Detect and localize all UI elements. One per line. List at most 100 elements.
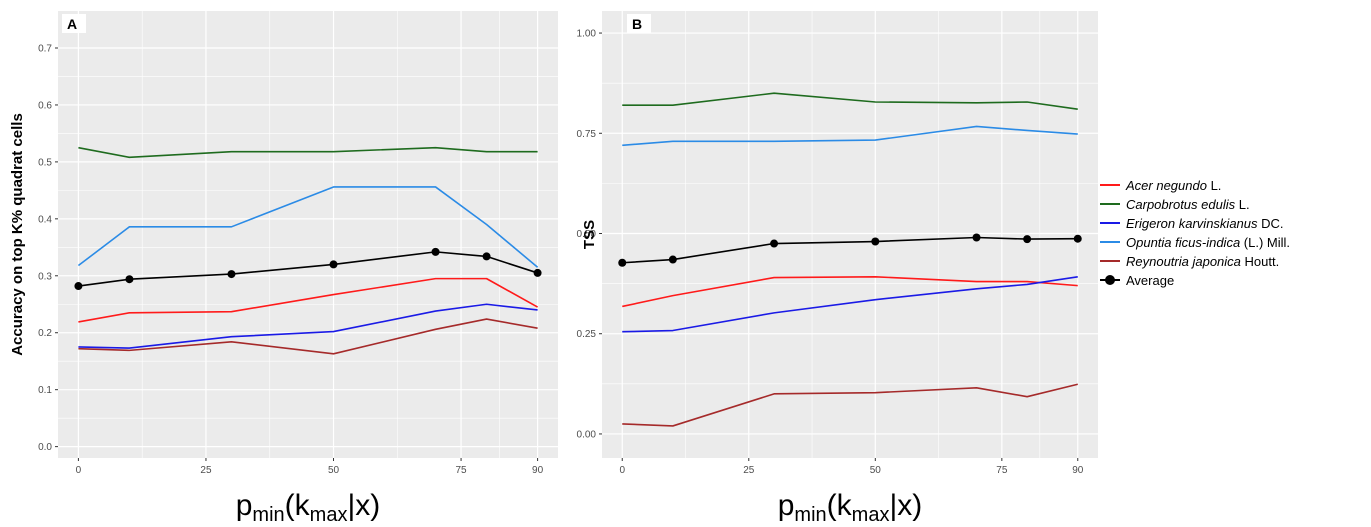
x-tick-label: 75 [455,465,467,476]
plot-area-background [602,11,1098,458]
legend-label-rest: L. [1235,197,1250,212]
legend-label-italic: Carpobrotus edulis [1126,197,1236,212]
legend-key [1099,233,1121,252]
x-axis-title-sub-min: min [252,504,284,526]
y-tick-label: 0.7 [38,44,52,55]
series-line-opuntia-ficus-indica-l-mill [77,186,539,268]
legend-key [1099,176,1121,195]
legend: Acer negundo L. Carpobrotus edulis L. Er… [1099,176,1369,290]
legend-key [1099,214,1121,233]
series-line-erigeron-karvinskianus-dc [622,276,1078,333]
x-axis-title-mid: (k [285,489,311,522]
legend-key [1099,271,1121,290]
data-point-average [482,252,491,261]
x-axis-title-mid: (k [827,489,853,522]
x-axis-title-end: |x) [889,489,922,522]
series-line-reynoutria-japonica-houtt [78,318,538,355]
x-tick-label: 25 [200,465,212,476]
series-line-carpobrotus-edulis-l [622,92,1078,111]
y-tick-label: 0.6 [38,100,52,111]
legend-item-average: Average [1099,271,1369,290]
panel-tag-label: B [632,16,642,32]
x-tick-label: 90 [1072,465,1084,476]
data-point-average [533,268,542,277]
legend-label: Reynoutria japonica Houtt. [1126,254,1279,269]
x-axis-title-base: p [778,489,795,522]
legend-label: Average [1126,273,1174,288]
x-tick-label: 50 [870,465,882,476]
legend-label-rest: L. [1206,178,1222,193]
panel-b: 0.00 0.25 0.50 0.75 1.00 0 25 50 75 90 B TSS pmin… [577,11,1098,526]
x-tick-label: 90 [532,465,544,476]
data-point-average [668,255,677,264]
data-point-average [227,270,236,279]
data-point-average [1073,234,1082,243]
panel-tag-background [627,14,651,33]
tick-labels: 0.00 0.25 0.50 0.75 1.00 0 25 50 75 90 [577,29,1084,476]
series-line-acer-negundo-l [78,277,538,323]
x-tick-label: 25 [743,465,755,476]
y-tick-label: 0.4 [38,214,52,225]
series-group [74,146,542,355]
legend-item-acer-negundo: Acer negundo L. [1099,176,1369,195]
legend-label-rest: DC. [1257,216,1284,231]
series-line-reynoutria-japonica-houtt [622,383,1078,427]
legend-line [1100,260,1120,262]
data-point-average [1023,235,1032,244]
data-point-average [770,239,779,248]
tick-labels: 0.0 0.1 0.2 0.3 0.4 0.5 0.6 0.7 0 25 50 75 90 [38,44,543,476]
legend-label-rest: (L.) Mill. [1240,235,1291,250]
panel-a: 0.0 0.1 0.2 0.3 0.4 0.5 0.6 0.7 0 25 50 75 90 A Accu… [9,11,558,526]
y-axis-title: TSS [581,220,598,249]
x-tick-label: 0 [76,465,82,476]
x-tick-label: 0 [619,465,625,476]
legend-label-rest: Houtt. [1240,254,1280,269]
legend-line [1100,203,1120,205]
y-axis-title: Accuracy on top K% quadrat cells [9,113,26,356]
legend-line [1100,184,1120,186]
y-tick-label: 0.3 [38,271,52,282]
legend-line [1100,241,1120,243]
y-tick-label: 0.5 [38,157,52,168]
y-tick-label: 0.0 [38,442,52,453]
y-tick-label: 0.1 [38,385,52,396]
data-point-average [972,233,981,242]
legend-label-italic: Erigeron karvinskianus [1126,216,1258,231]
legend-label: Acer negundo L. [1126,178,1221,193]
legend-label-italic: Acer negundo [1126,178,1207,193]
x-tick-label: 75 [996,465,1008,476]
x-axis-title-sub-max: max [852,504,890,526]
legend-label: Carpobrotus edulis L. [1126,197,1250,212]
legend-label-rest: Average [1126,273,1175,288]
legend-item-carpobrotus-edulis: Carpobrotus edulis L. [1099,195,1369,214]
series-line-opuntia-ficus-indica-l-mill [622,125,1078,147]
x-axis-title-base: p [236,489,253,522]
x-axis-title-sub-max: max [310,504,348,526]
legend-item-reynoutria-japonica: Reynoutria japonica Houtt. [1099,252,1369,271]
legend-line [1100,222,1120,224]
legend-item-erigeron-karvinskianus: Erigeron karvinskianus DC. [1099,214,1369,233]
legend-key [1099,195,1121,214]
legend-label-italic: Opuntia ficus-indica [1126,235,1241,250]
legend-label: Erigeron karvinskianus DC. [1126,216,1284,231]
gridlines [602,11,1098,458]
x-axis-title: pmin(kmax|x) [236,489,381,526]
y-tick-label: 0.50 [577,229,597,240]
y-tick-label: 0.25 [577,329,597,340]
y-tick-label: 0.2 [38,328,52,339]
y-tick-label: 0.75 [577,129,597,140]
x-axis-title-sub-min: min [794,504,826,526]
legend-key [1099,252,1121,271]
legend-point [1105,275,1115,285]
data-point-average [618,258,627,267]
data-point-average [431,247,440,256]
legend-label: Opuntia ficus-indica (L.) Mill. [1126,235,1290,250]
legend-label-italic: Reynoutria japonica [1126,254,1241,269]
series-line-erigeron-karvinskianus-dc [78,303,538,349]
x-axis-title-end: |x) [347,489,380,522]
data-point-average [329,260,338,269]
y-tick-label: 0.00 [577,429,597,440]
series-group [618,92,1082,427]
x-tick-label: 50 [328,465,340,476]
